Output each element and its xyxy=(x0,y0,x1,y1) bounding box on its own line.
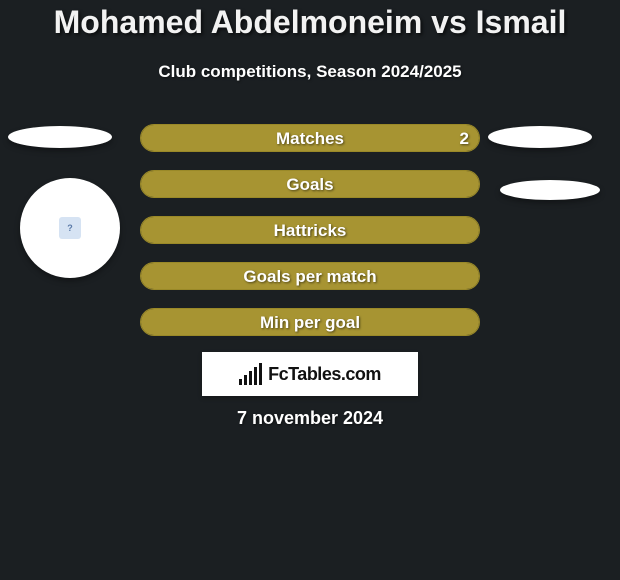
logo-text: FcTables.com xyxy=(268,364,381,385)
stat-bar-row: Hattricks xyxy=(140,216,480,244)
stat-bar-row: Goals xyxy=(140,170,480,198)
player-avatar: ? xyxy=(20,178,120,278)
stat-bar-row: Min per goal xyxy=(140,308,480,336)
left-oval xyxy=(8,126,112,148)
right-oval-2 xyxy=(500,180,600,200)
stat-bar-label: Min per goal xyxy=(141,309,479,336)
stat-bar-label: Goals xyxy=(141,171,479,198)
page-title: Mohamed Abdelmoneim vs Ismail xyxy=(0,4,620,41)
page-subtitle: Club competitions, Season 2024/2025 xyxy=(0,62,620,82)
logo-bars-icon xyxy=(239,363,262,385)
right-oval xyxy=(488,126,592,148)
stats-card: Mohamed Abdelmoneim vs Ismail Club compe… xyxy=(0,0,620,580)
stat-bar-value-right: 2 xyxy=(460,125,469,152)
stat-bar-label: Hattricks xyxy=(141,217,479,244)
stat-bar-label: Goals per match xyxy=(141,263,479,290)
date-line: 7 november 2024 xyxy=(0,408,620,429)
stat-bar-row: Matches2 xyxy=(140,124,480,152)
avatar-placeholder-icon: ? xyxy=(59,217,81,239)
fctables-logo: FcTables.com xyxy=(202,352,418,396)
stat-bar-row: Goals per match xyxy=(140,262,480,290)
stat-bar-label: Matches xyxy=(141,125,479,152)
stat-bars: Matches2 Goals Hattricks Goals per match Min… xyxy=(140,124,480,354)
